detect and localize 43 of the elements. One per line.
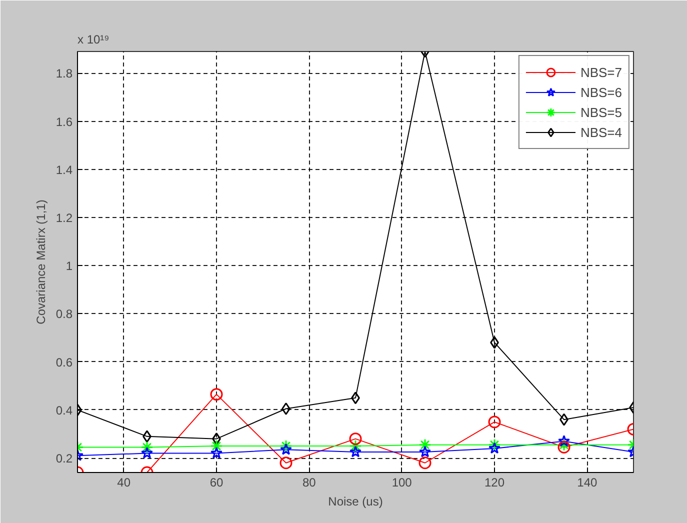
x-tick-label: 60 [210, 476, 224, 490]
legend-label: NBS=4 [580, 124, 622, 140]
y-tick-label: 1 [66, 259, 73, 274]
point [418, 456, 432, 470]
point [349, 440, 362, 452]
x-tick-label: 100 [392, 476, 412, 490]
legend-label: NBS=6 [580, 84, 622, 100]
point [350, 446, 362, 458]
point [280, 440, 292, 452]
point [558, 441, 570, 454]
point [488, 442, 500, 454]
y-tick-label: 1.4 [56, 162, 73, 177]
legend-label: NBS=5 [580, 104, 622, 120]
point [210, 388, 223, 401]
point [349, 432, 362, 446]
x-tick-label: 120 [484, 476, 505, 490]
x-tick-label: 40 [117, 476, 131, 490]
point [140, 440, 154, 454]
point [280, 443, 292, 455]
point [488, 416, 501, 428]
point [419, 446, 431, 458]
point [210, 447, 222, 458]
point [558, 438, 570, 452]
point [280, 456, 292, 470]
point [418, 438, 432, 452]
x-tick-label: 140 [577, 476, 598, 490]
y-tick-label: 0.6 [56, 355, 73, 370]
y-tick-label: 0.8 [56, 307, 73, 322]
y-tick-label: 0.2 [56, 452, 73, 466]
point [141, 447, 153, 458]
y-tick-label: 1.6 [56, 114, 73, 129]
y-tick-label: 1.8 [56, 66, 73, 81]
text: x 10¹⁹ [78, 32, 110, 46]
legend-label: NBS=7 [580, 64, 622, 80]
y-axis-title: Covariance Matirx (1,1) [34, 200, 48, 324]
y-tick-label: 0.4 [56, 403, 73, 418]
point [558, 434, 570, 446]
point [210, 440, 223, 452]
point [282, 402, 290, 415]
x-axis-title: Noise (us) [328, 494, 383, 508]
y-tick-label: 1.2 [56, 210, 73, 225]
point [488, 438, 501, 452]
x-tick-label: 80 [302, 476, 316, 490]
